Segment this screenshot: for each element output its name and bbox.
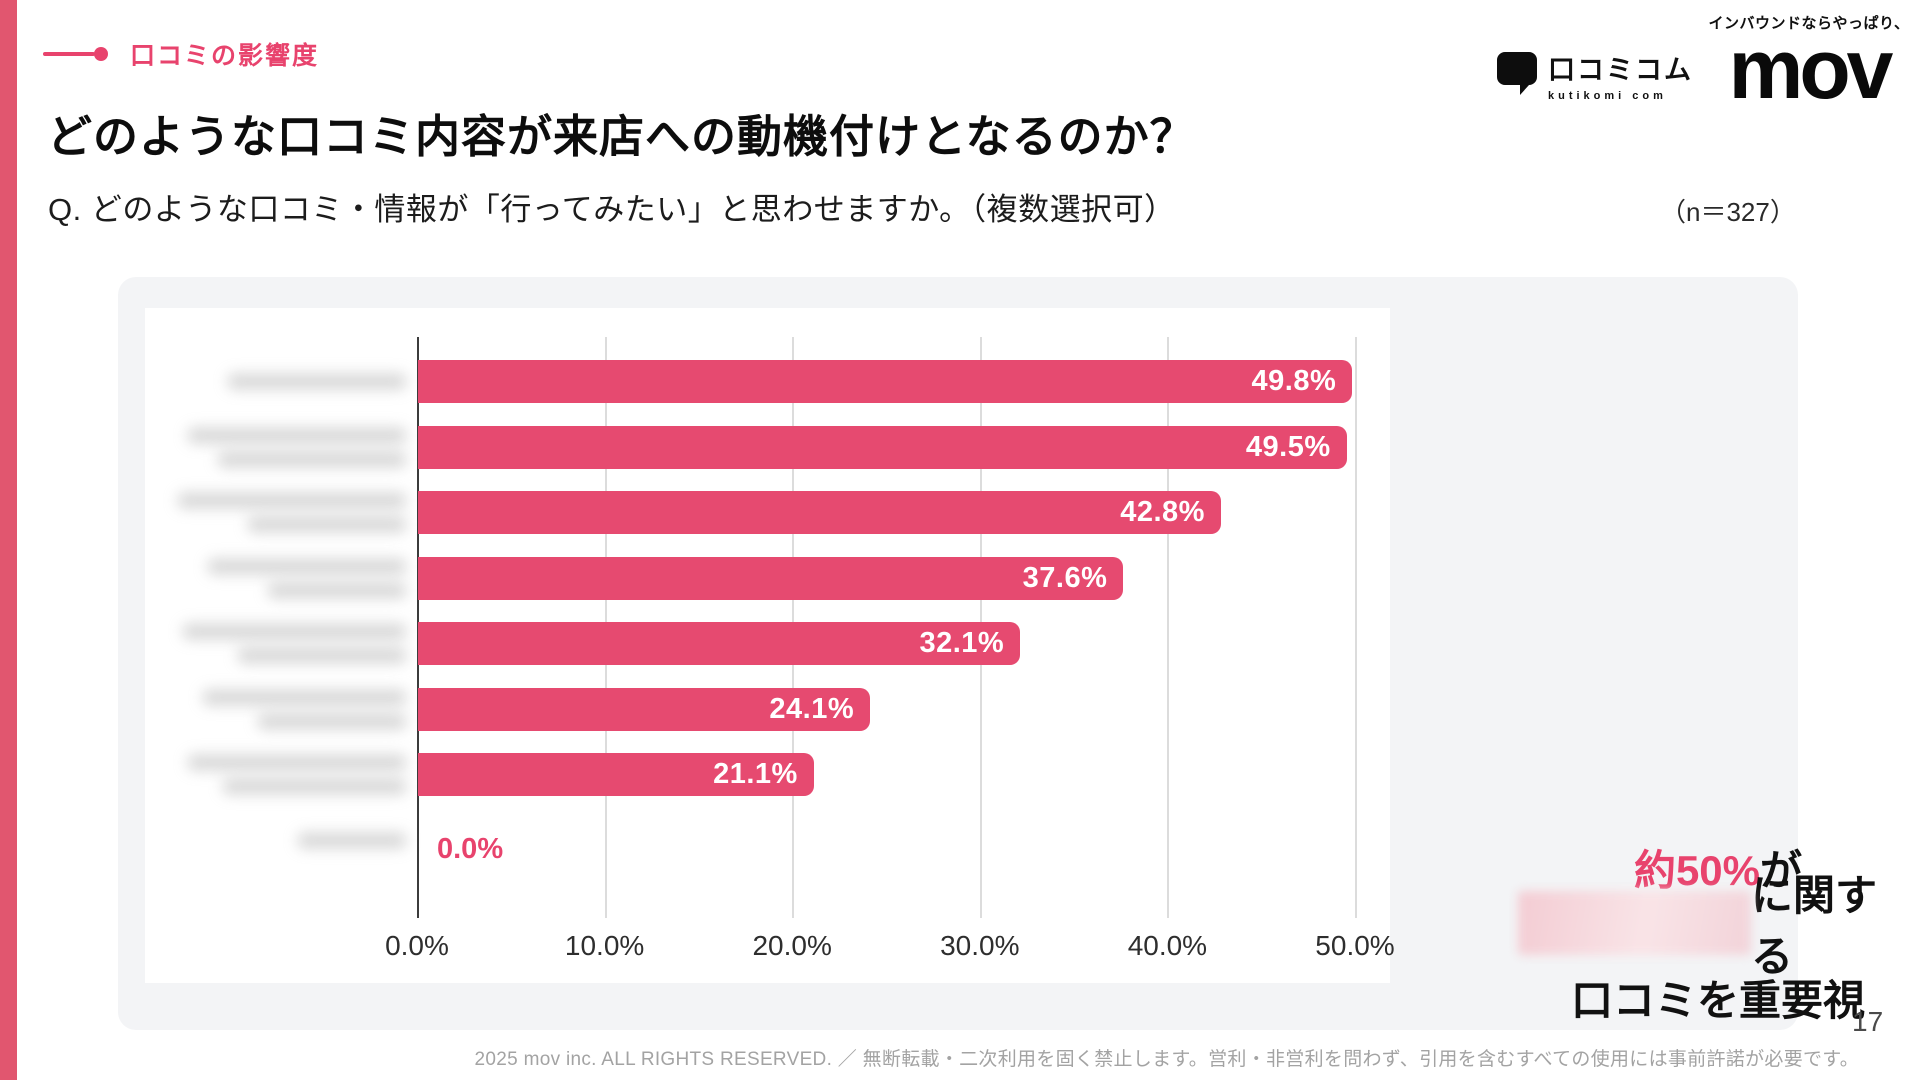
- bar: 49.8%: [418, 360, 1353, 403]
- redacted-category-label: [217, 450, 407, 468]
- gridline: [1167, 337, 1170, 918]
- redacted-category-label: [202, 688, 407, 706]
- redacted-category-label: [177, 492, 407, 509]
- tag-rule-decoration: [43, 52, 95, 56]
- insight-text: 約50%が に関する 口コミを重要視: [1518, 837, 1918, 1028]
- tag-dot-decoration: [94, 47, 108, 61]
- redacted-text-blur: [1518, 891, 1751, 955]
- insight-line-1: 約50%が: [1518, 837, 1918, 894]
- mov-wordmark: mov: [1728, 22, 1894, 116]
- x-tick-label: 30.0%: [940, 930, 1020, 961]
- page-title: どのような口コミ内容が来店への動機付けとなるのか？: [47, 111, 1196, 162]
- bar-chart: 0.0% 10.0% 20.0% 30.0% 40.0% 50.0% 49.8% 49.5% 4…: [145, 308, 1395, 983]
- redacted-category-label: [182, 623, 407, 640]
- redacted-category-label: [222, 778, 407, 795]
- x-tick-label: 0.0%: [385, 930, 449, 961]
- kutikomi-logo: 口コミコム kutikomi com: [1496, 48, 1693, 102]
- insight-line-3: 口コミを重要視: [1570, 977, 1865, 1024]
- bar-value-label: 37.6%: [1022, 561, 1108, 594]
- bar: 24.1%: [418, 687, 871, 731]
- bar: 21.1%: [418, 753, 814, 796]
- kutikomi-logo-text: 口コミコム: [1548, 55, 1693, 85]
- x-tick-label: 40.0%: [1127, 930, 1208, 961]
- bar: 37.6%: [418, 556, 1124, 600]
- insight-line1-suffix: が: [1760, 847, 1803, 894]
- chart-panel: 0.0% 10.0% 20.0% 30.0% 40.0% 50.0% 49.8% 49.5% 4…: [118, 277, 1877, 1030]
- page-number: 17: [1852, 1006, 1884, 1037]
- speech-bubble-icon: [1496, 50, 1538, 101]
- sample-size: （n＝327）: [1660, 197, 1796, 227]
- mov-logo: インバウンドならやっぱり、 mov: [1708, 12, 1910, 116]
- redacted-category-label: [187, 426, 407, 444]
- bar: 49.5%: [418, 425, 1347, 469]
- redacted-category-label: [237, 647, 407, 664]
- redacted-category-label: [267, 581, 407, 599]
- x-tick-label: 10.0%: [564, 930, 645, 961]
- bar: 42.8%: [418, 491, 1221, 534]
- copyright-notice: 2025 mov inc. ALL RIGHTS RESERVED. ／ 無断転…: [474, 1049, 1859, 1070]
- redacted-category-label: [247, 516, 407, 533]
- left-accent-strip: [0, 0, 17, 1080]
- survey-question: Q. どのような口コミ・情報が「行ってみたい」と思わせますか。（複数選択可）: [48, 192, 1176, 227]
- x-tick-label: 20.0%: [752, 930, 832, 961]
- redacted-category-label: [187, 754, 407, 771]
- bar-value-label: 21.1%: [713, 758, 798, 790]
- section-tag: 口コミの影響度: [43, 40, 319, 70]
- x-tick-label: 50.0%: [1315, 930, 1395, 961]
- redacted-category-label: [297, 831, 407, 849]
- section-tag-label: 口コミの影響度: [130, 42, 320, 70]
- redacted-category-label: [227, 373, 407, 390]
- insight-highlight: 約50%: [1633, 847, 1761, 894]
- bar-value-label: 42.8%: [1120, 496, 1205, 528]
- bar-value-label: 24.1%: [769, 692, 855, 725]
- bar-value-label: 32.1%: [919, 627, 1005, 659]
- mov-tagline: インバウンドならやっぱり、: [1708, 15, 1910, 32]
- bar: 32.1%: [418, 622, 1021, 665]
- insight-line2-suffix: に関する: [1751, 872, 1878, 980]
- insight-line-2: に関する: [1518, 872, 1918, 980]
- bar-value-label: 49.5%: [1245, 430, 1331, 463]
- redacted-category-label: [207, 557, 407, 575]
- redacted-category-label: [257, 712, 407, 730]
- bar-value-label: 49.8%: [1251, 365, 1337, 397]
- bar-value-label-zero: 0.0%: [437, 832, 504, 865]
- kutikomi-logo-subtext: kutikomi com: [1548, 90, 1667, 102]
- gridline: [1355, 337, 1357, 918]
